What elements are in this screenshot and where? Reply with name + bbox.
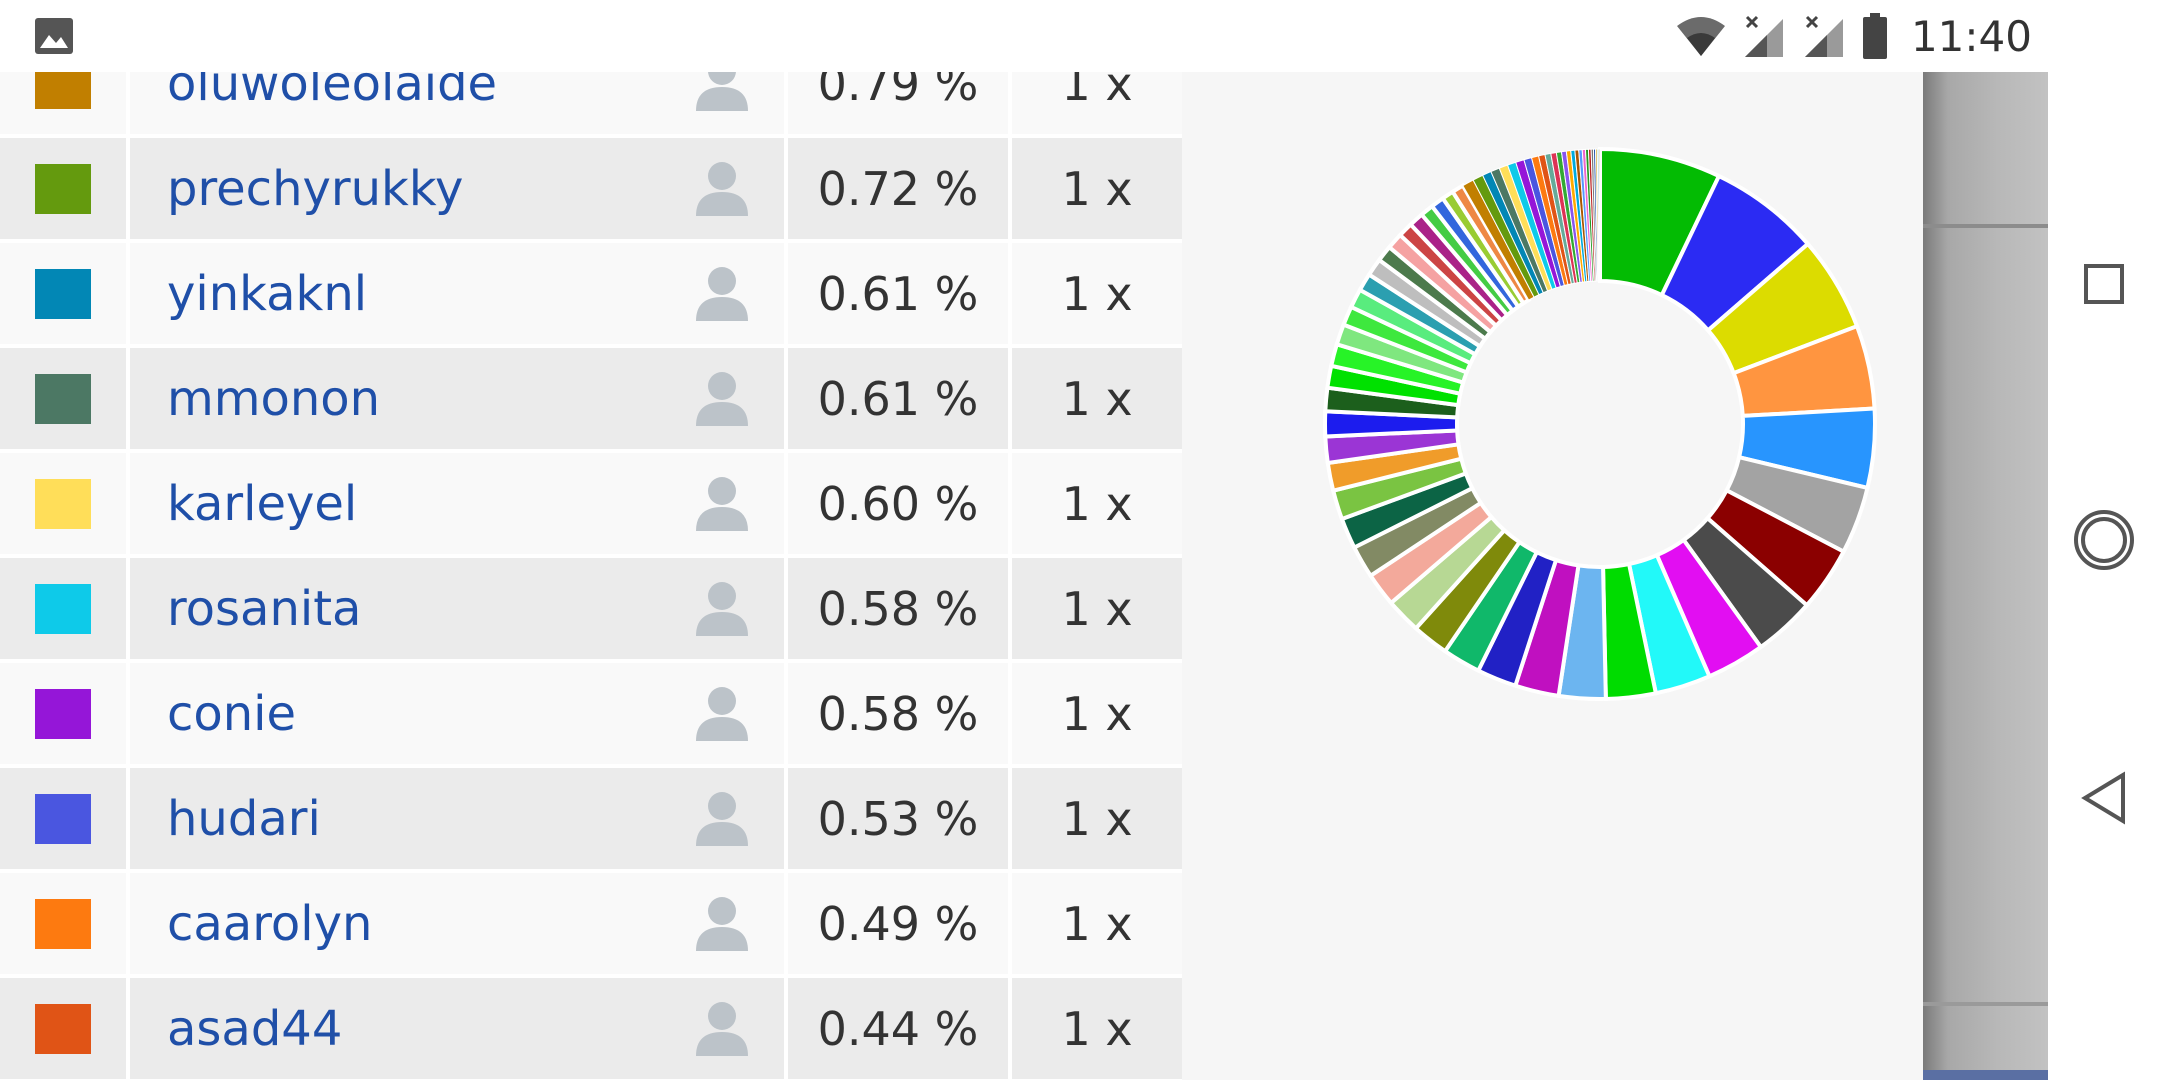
color-swatch <box>35 72 91 109</box>
back-button[interactable] <box>2072 766 2136 830</box>
donut-slice[interactable] <box>1598 148 1601 282</box>
percent-value: 0.44 % <box>817 1001 979 1056</box>
user-link[interactable]: rosanita <box>167 580 362 637</box>
user-profile-icon[interactable] <box>692 263 752 323</box>
table-row: caarolyn 0.49 % 1 x <box>0 873 1182 978</box>
table-row: prechyrukky 0.72 % 1 x <box>0 138 1182 243</box>
color-swatch <box>35 688 91 739</box>
color-swatch <box>35 1003 91 1054</box>
color-swatch <box>35 583 91 634</box>
status-bar: 11:40 <box>0 0 2048 72</box>
percent-value: 0.72 % <box>817 161 979 216</box>
user-link[interactable]: karleyel <box>167 475 358 532</box>
color-swatch <box>35 793 91 844</box>
table-row: yinkaknl 0.61 % 1 x <box>0 243 1182 348</box>
user-link[interactable]: prechyrukky <box>167 160 464 217</box>
scroll-strip[interactable] <box>1923 72 2048 1080</box>
user-link[interactable]: hudari <box>167 790 321 847</box>
user-link[interactable]: oluwoleolaide <box>167 72 498 112</box>
strip-divider <box>1923 224 2048 228</box>
signal-off-icon <box>1804 15 1843 57</box>
count-value: 1 x <box>1061 476 1133 531</box>
user-profile-icon[interactable] <box>692 578 752 638</box>
content-area: oluwoleolaide 0.79 % 1 x prechyrukky 0.7… <box>0 72 2048 1080</box>
color-swatch <box>35 163 91 214</box>
signal-off-icon <box>1744 15 1783 57</box>
user-link[interactable]: yinkaknl <box>167 265 368 322</box>
user-profile-icon[interactable] <box>692 473 752 533</box>
table-row: hudari 0.53 % 1 x <box>0 768 1182 873</box>
user-profile-icon[interactable] <box>692 683 752 743</box>
percent-value: 0.49 % <box>817 896 979 951</box>
back-triangle-icon <box>2081 771 2125 825</box>
user-link[interactable]: asad44 <box>167 1000 343 1057</box>
percent-value: 0.53 % <box>817 791 979 846</box>
recents-button[interactable] <box>2072 252 2136 316</box>
count-value: 1 x <box>1061 581 1133 636</box>
count-value: 1 x <box>1061 896 1133 951</box>
image-icon <box>35 18 73 54</box>
count-value: 1 x <box>1061 1001 1133 1056</box>
user-stats-table: oluwoleolaide 0.79 % 1 x prechyrukky 0.7… <box>0 72 1182 1080</box>
color-swatch <box>35 478 91 529</box>
user-link[interactable]: conie <box>167 685 297 742</box>
table-row: asad44 0.44 % 1 x <box>0 978 1182 1080</box>
user-link[interactable]: mmonon <box>167 370 381 427</box>
count-value: 1 x <box>1061 686 1133 741</box>
percent-value: 0.60 % <box>817 476 979 531</box>
user-profile-icon[interactable] <box>692 72 752 113</box>
wifi-icon <box>1676 17 1725 56</box>
user-profile-icon[interactable] <box>692 788 752 848</box>
count-value: 1 x <box>1061 791 1133 846</box>
percent-value: 0.61 % <box>817 371 979 426</box>
user-profile-icon[interactable] <box>692 998 752 1058</box>
user-profile-icon[interactable] <box>692 158 752 218</box>
navigation-bar <box>2048 0 2160 1080</box>
color-swatch <box>35 373 91 424</box>
user-profile-icon[interactable] <box>692 368 752 428</box>
color-swatch <box>35 268 91 319</box>
strip-divider <box>1923 1002 2048 1006</box>
status-clock: 11:40 <box>1910 11 2032 61</box>
battery-icon <box>1862 13 1887 59</box>
count-value: 1 x <box>1061 266 1133 321</box>
table-row: conie 0.58 % 1 x <box>0 663 1182 768</box>
percent-value: 0.61 % <box>817 266 979 321</box>
count-value: 1 x <box>1061 72 1133 111</box>
status-icons: 11:40 <box>1675 0 2032 72</box>
home-circle-icon <box>2074 510 2134 570</box>
donut-chart <box>1323 146 1877 701</box>
count-value: 1 x <box>1061 161 1133 216</box>
square-icon <box>2084 264 2124 304</box>
table-row: rosanita 0.58 % 1 x <box>0 558 1182 663</box>
user-profile-icon[interactable] <box>692 893 752 953</box>
percent-value: 0.58 % <box>817 581 979 636</box>
percent-value: 0.58 % <box>817 686 979 741</box>
table-row: oluwoleolaide 0.79 % 1 x <box>0 72 1182 138</box>
table-row: karleyel 0.60 % 1 x <box>0 453 1182 558</box>
percent-value: 0.79 % <box>817 72 979 111</box>
user-link[interactable]: caarolyn <box>167 895 373 952</box>
strip-accent <box>1923 1070 2048 1080</box>
count-value: 1 x <box>1061 371 1133 426</box>
color-swatch <box>35 898 91 949</box>
table-row: mmonon 0.61 % 1 x <box>0 348 1182 453</box>
home-button[interactable] <box>2072 508 2136 572</box>
